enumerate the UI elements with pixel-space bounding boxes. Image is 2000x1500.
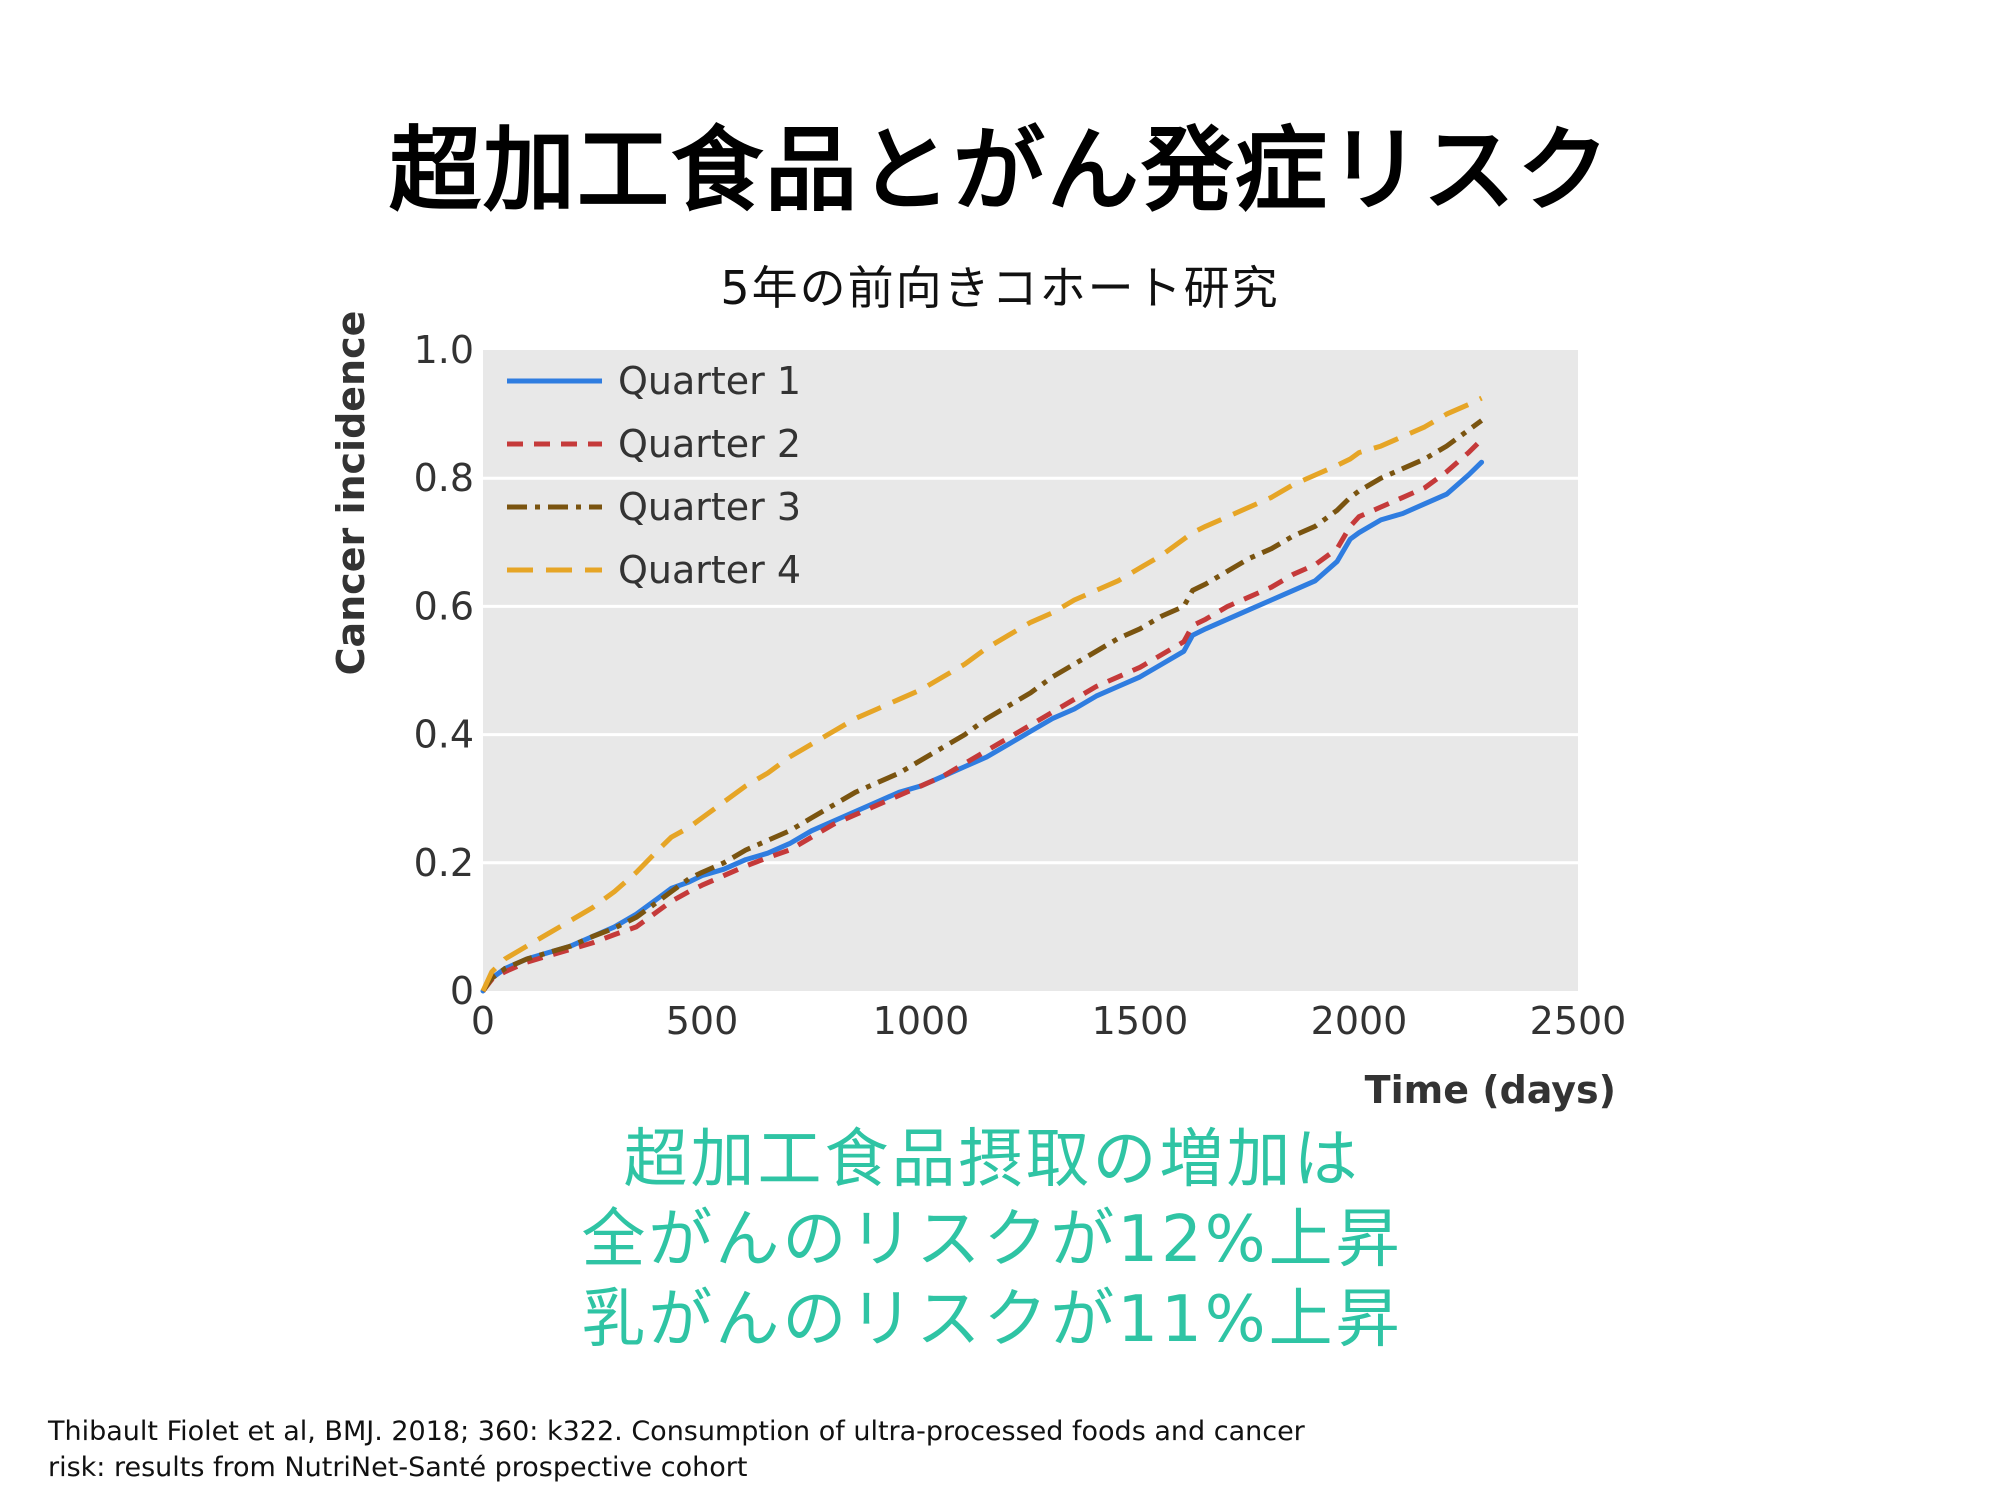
y-tick-label: 0.4	[414, 713, 474, 757]
x-tick-label: 2000	[1311, 999, 1408, 1043]
citation-line-2: risk: results from NutriNet-Santé prospe…	[48, 1452, 748, 1483]
y-tick-label: 0	[450, 969, 474, 1013]
legend-label-3: Quarter 3	[618, 485, 801, 529]
series-line-3	[480, 418, 1484, 993]
y-tick-label: 0.6	[414, 584, 474, 628]
citation-line-1: Thibault Fiolet et al, BMJ. 2018; 360: k…	[48, 1416, 1305, 1447]
x-tick-label: 1000	[873, 999, 970, 1043]
legend-label-4: Quarter 4	[618, 548, 801, 592]
y-axis-label: Cancer incidence	[329, 311, 373, 676]
plot-area	[483, 350, 1578, 991]
citation: Thibault Fiolet et al, BMJ. 2018; 360: k…	[48, 1414, 1305, 1486]
x-tick-label: 0	[471, 999, 495, 1043]
finding-line-2: 全がんのリスクが12%上昇	[581, 1203, 1403, 1277]
legend-label-2: Quarter 2	[618, 422, 801, 466]
legend-label-1: Quarter 1	[618, 359, 801, 403]
page-title: 超加工食品とがん発症リスク	[388, 117, 1611, 224]
series-line-4	[480, 395, 1483, 993]
finding-line-1: 超加工食品摂取の増加は	[623, 1123, 1361, 1197]
series-lines	[480, 395, 1485, 994]
x-axis-label: Time (days)	[1365, 1068, 1616, 1112]
legend: Quarter 1 Quarter 2 Quarter 3 Quarter 4	[507, 359, 801, 592]
y-tick-label: 0.2	[414, 841, 474, 885]
y-tick-labels: 0 0.2 0.4 0.6 0.8 1.0	[414, 328, 474, 1013]
key-findings: 超加工食品摂取の増加は 全がんのリスクが12%上昇 乳がんのリスクが11%上昇	[0, 1120, 1984, 1360]
x-tick-label: 2500	[1530, 999, 1627, 1043]
x-tick-labels: 0 500 1000 1500 2000 2500	[471, 999, 1626, 1043]
gridlines	[483, 476, 1578, 865]
y-tick-label: 1.0	[414, 328, 474, 372]
x-tick-label: 500	[666, 999, 739, 1043]
page-subtitle: 5年の前向きコホート研究	[720, 261, 1280, 315]
y-tick-label: 0.8	[414, 456, 474, 500]
x-tick-label: 1500	[1092, 999, 1189, 1043]
finding-line-3: 乳がんのリスクが11%上昇	[581, 1283, 1403, 1357]
series-line-2	[481, 437, 1484, 993]
series-line-1	[480, 459, 1485, 994]
